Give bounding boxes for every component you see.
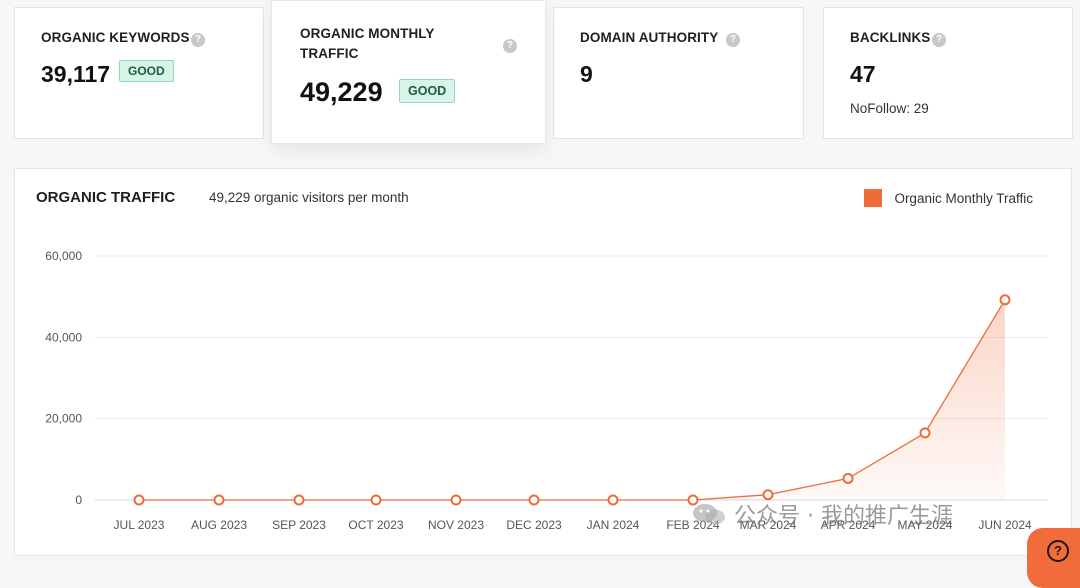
metric-title: ORGANIC KEYWORDS xyxy=(41,30,190,45)
metric-card-domain-authority: DOMAIN AUTHORITY ? 9 xyxy=(553,7,804,139)
chart-subtitle: 49,229 organic visitors per month xyxy=(209,190,409,205)
metric-card-backlinks: BACKLINKS ? 47 NoFollow: 29 xyxy=(823,7,1073,139)
metric-title-line1: ORGANIC MONTHLY xyxy=(300,26,435,41)
metric-card-organic-monthly-traffic: ORGANIC MONTHLY TRAFFIC ? 49,229 GOOD xyxy=(271,0,546,144)
wechat-icon xyxy=(693,504,725,525)
help-icon[interactable]: ? xyxy=(191,33,205,47)
metric-title: DOMAIN AUTHORITY xyxy=(580,30,719,45)
chart-legend[interactable]: Organic Monthly Traffic xyxy=(864,189,1033,207)
help-icon[interactable]: ? xyxy=(932,33,946,47)
status-badge: GOOD xyxy=(119,60,174,82)
status-badge: GOOD xyxy=(399,79,456,103)
metric-value: 49,229 xyxy=(300,77,383,107)
nofollow-count: NoFollow: 29 xyxy=(850,101,929,116)
help-chat-button[interactable]: ? xyxy=(1027,528,1080,588)
help-icon[interactable]: ? xyxy=(726,33,740,47)
metric-title: BACKLINKS xyxy=(850,30,931,45)
metric-title-line2: TRAFFIC xyxy=(300,46,359,61)
metric-value: 9 xyxy=(580,61,593,87)
chart-title: ORGANIC TRAFFIC xyxy=(36,189,176,206)
watermark-text: 公众号 · 我的推广生涯 xyxy=(734,504,953,529)
metric-card-organic-keywords: ORGANIC KEYWORDS ? 39,117 GOOD xyxy=(14,7,264,139)
question-icon: ? xyxy=(1047,540,1069,562)
help-icon[interactable]: ? xyxy=(503,39,517,53)
watermark: 公众号 · 我的推广生涯 xyxy=(692,498,953,530)
legend-label: Organic Monthly Traffic xyxy=(894,190,1033,206)
metric-title: ORGANIC MONTHLY TRAFFIC xyxy=(300,24,435,64)
metric-value: 39,117 xyxy=(41,61,111,87)
legend-swatch xyxy=(864,189,883,207)
metric-value: 47 xyxy=(850,61,876,87)
